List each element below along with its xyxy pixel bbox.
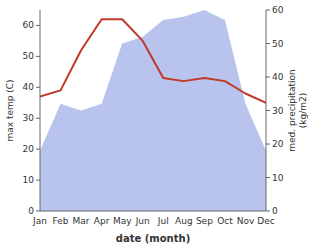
tick-mark bbox=[36, 87, 40, 88]
area bbox=[40, 10, 266, 211]
tick-label: Jan bbox=[32, 216, 47, 226]
tick-label: Mar bbox=[73, 216, 90, 226]
tick-label: Jul bbox=[157, 216, 169, 226]
tick-mark bbox=[36, 25, 40, 26]
tick-label: 40 bbox=[272, 72, 284, 82]
tick-label: Apr bbox=[94, 216, 110, 226]
x-axis-label: date (month) bbox=[116, 233, 190, 244]
tick-label: 40 bbox=[23, 82, 35, 92]
tick-label: 50 bbox=[272, 39, 284, 49]
tick-mark bbox=[266, 211, 270, 212]
line bbox=[40, 19, 266, 102]
tick-mark bbox=[36, 56, 40, 57]
tick-label: 50 bbox=[23, 51, 35, 61]
plot-area bbox=[40, 10, 266, 211]
tick-mark bbox=[266, 77, 270, 78]
tick-label: 0 bbox=[272, 206, 278, 216]
tick-mark bbox=[266, 10, 270, 11]
tick-mark bbox=[36, 180, 40, 181]
tick-mark bbox=[36, 211, 40, 212]
y2-axis-label: med. precipitation(kg/m2) bbox=[287, 69, 308, 151]
tick-label: 30 bbox=[23, 113, 35, 123]
y-axis-line bbox=[40, 10, 41, 211]
tick-mark bbox=[266, 43, 270, 44]
tick-label: 20 bbox=[272, 139, 284, 149]
y-axis-label: max temp (C) bbox=[5, 79, 15, 141]
tick-label: 20 bbox=[23, 144, 35, 154]
tick-mark bbox=[266, 177, 270, 178]
tick-label: May bbox=[113, 216, 132, 226]
tick-mark bbox=[36, 118, 40, 119]
tick-mark bbox=[266, 110, 270, 111]
tick-label: 60 bbox=[272, 5, 284, 15]
tick-mark bbox=[36, 149, 40, 150]
chart: 0 10 20 30 40 50 60 0 10 20 30 40 50 60 Jan Feb Mar AprMa… bbox=[0, 0, 318, 247]
tick-label: 30 bbox=[272, 106, 284, 116]
tick-label: Oct bbox=[217, 216, 233, 226]
tick-mark bbox=[266, 144, 270, 145]
tick-label: Aug bbox=[175, 216, 193, 226]
chart-container: 0 10 20 30 40 50 60 0 10 20 30 40 50 60 Jan Feb Mar AprMa… bbox=[0, 0, 318, 247]
tick-label: Nov bbox=[237, 216, 255, 226]
tick-label: Sep bbox=[196, 216, 213, 226]
x-axis-line bbox=[40, 211, 266, 212]
tick-label: 0 bbox=[28, 206, 34, 216]
tick-label: Jun bbox=[135, 216, 150, 226]
tick-label: Dec bbox=[257, 216, 274, 226]
tick-label: 10 bbox=[272, 173, 284, 183]
tick-label: Feb bbox=[53, 216, 69, 226]
tick-label: 10 bbox=[23, 175, 35, 185]
tick-label: 60 bbox=[23, 20, 35, 30]
